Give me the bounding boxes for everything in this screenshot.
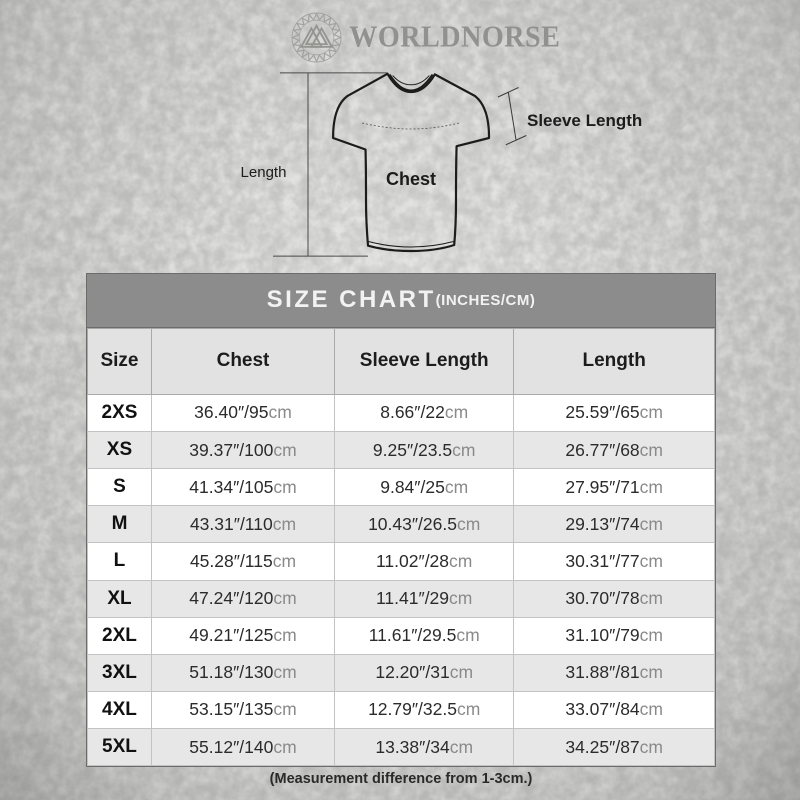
svg-text:Sleeve Length: Sleeve Length bbox=[527, 111, 642, 130]
svg-text:Length: Length bbox=[241, 164, 287, 181]
svg-text:Chest: Chest bbox=[386, 169, 436, 189]
